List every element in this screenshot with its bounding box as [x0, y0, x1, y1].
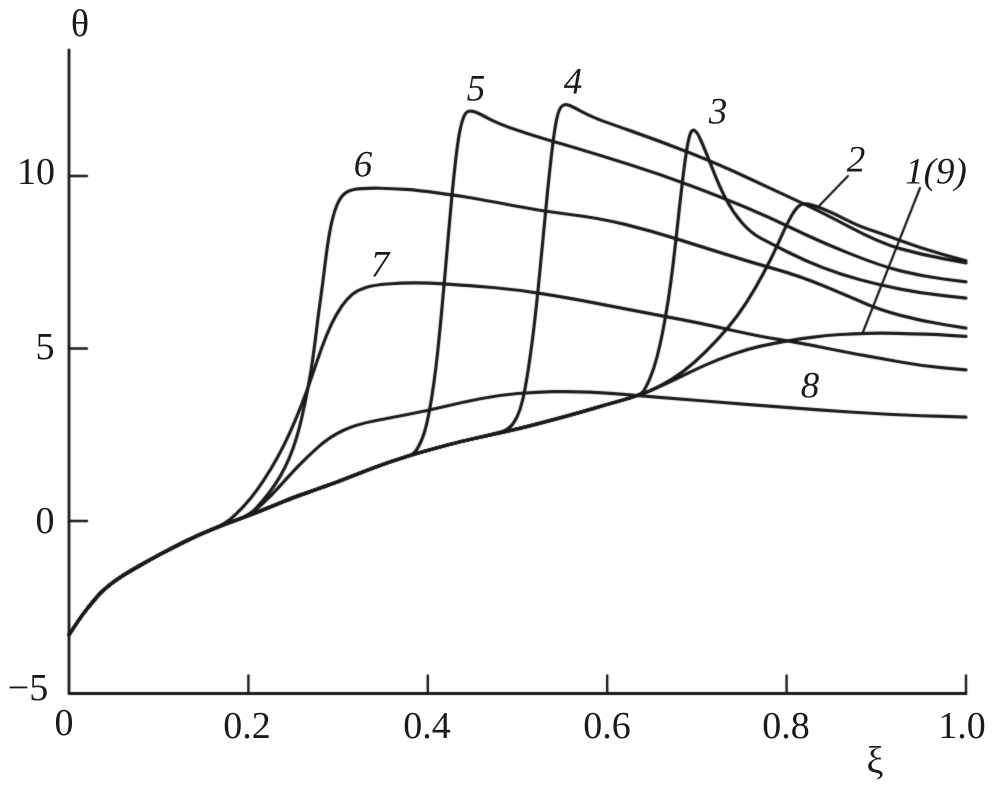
y-tick-label-0: 0: [35, 500, 55, 542]
curve-label-4: 4: [563, 61, 583, 103]
y-tick-label-10: 10: [17, 151, 55, 193]
y-tick-label-5: 5: [35, 326, 55, 368]
x-tick-label-0.8: 0.8: [762, 705, 810, 747]
x-axis-label-xi: ξ: [866, 740, 884, 782]
curve-label-6: 6: [353, 144, 373, 186]
x-tick-label-1.0: 1.0: [938, 705, 986, 747]
curve-label-5: 5: [466, 68, 486, 110]
x-tick-label-0.6: 0.6: [583, 705, 631, 747]
y-tick-label-−5: −5: [7, 667, 49, 709]
y-axis-label-theta: θ: [70, 3, 90, 45]
x-tick-label-0.2: 0.2: [223, 705, 271, 747]
x-tick-label-0: 0: [54, 702, 74, 744]
curve-label-2: 2: [846, 139, 866, 181]
curve-label-3: 3: [708, 91, 728, 133]
curve-label-7: 7: [370, 244, 390, 286]
x-tick-label-0.4: 0.4: [403, 705, 451, 747]
curve-label-19: 1(9): [905, 151, 967, 193]
curve-label-8: 8: [800, 365, 820, 407]
